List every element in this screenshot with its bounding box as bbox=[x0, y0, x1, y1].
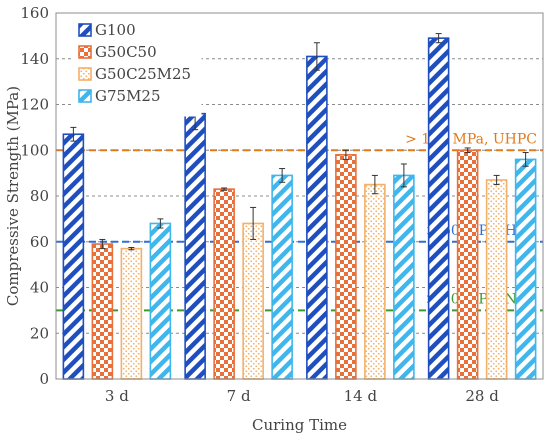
reference-line-label: > 60 MPa, HPC bbox=[426, 223, 537, 239]
bar bbox=[364, 183, 386, 380]
y-tick-label: 140 bbox=[20, 50, 49, 68]
reference-line-label: > 30 MPa, NSC bbox=[426, 291, 537, 307]
legend-box: G100 G50C50 G50C25M25 G75M25 bbox=[73, 15, 202, 117]
reference-line-label: > 100 MPa, UHPC bbox=[405, 131, 537, 147]
bar bbox=[456, 149, 479, 380]
legend-label: G50C50 bbox=[95, 43, 157, 61]
legend-swatch bbox=[78, 67, 92, 81]
y-tick-label: 0 bbox=[39, 370, 49, 388]
bar bbox=[393, 174, 415, 380]
bar bbox=[514, 158, 537, 380]
x-tick-label: 3 d bbox=[105, 387, 129, 405]
legend-swatch bbox=[78, 45, 92, 59]
y-tick-label: 60 bbox=[30, 233, 49, 251]
bar bbox=[184, 112, 206, 380]
error-bar bbox=[221, 187, 228, 191]
bar bbox=[335, 154, 357, 380]
bar bbox=[149, 222, 172, 380]
legend-label: G100 bbox=[95, 21, 136, 39]
bar bbox=[91, 243, 114, 380]
bar bbox=[242, 222, 264, 380]
x-tick-label: 28 d bbox=[465, 387, 499, 405]
error-bar bbox=[157, 218, 164, 229]
bar bbox=[62, 133, 85, 380]
bar bbox=[120, 247, 143, 380]
bar bbox=[213, 188, 235, 380]
legend-label: G50C25M25 bbox=[95, 65, 191, 83]
axes: 3 d 7 d 14 d 28 d 0 20 40 60 80 100 120 140 160 Curin… bbox=[4, 4, 544, 434]
error-bar bbox=[99, 238, 106, 250]
legend-swatch bbox=[78, 89, 92, 103]
bar bbox=[271, 174, 293, 380]
error-bar bbox=[313, 42, 320, 71]
y-tick-label: 160 bbox=[20, 4, 49, 22]
legend: G100 G50C50 G50C25M25 G75M25 bbox=[73, 15, 202, 117]
error-bar bbox=[435, 33, 442, 44]
y-axis-title: Compressive Strength (MPa) bbox=[4, 86, 22, 306]
y-tick-label: 80 bbox=[30, 187, 49, 205]
y-tick-label: 20 bbox=[30, 324, 49, 342]
y-tick-label: 120 bbox=[20, 96, 49, 114]
legend-item: G50C50 bbox=[78, 43, 157, 61]
error-bar bbox=[250, 206, 257, 240]
x-tick-label: 7 d bbox=[227, 387, 251, 405]
error-bar bbox=[342, 149, 349, 160]
legend-item: G75M25 bbox=[78, 87, 161, 105]
legend-item: G50C25M25 bbox=[78, 65, 191, 83]
x-axis-title: Curing Time bbox=[252, 416, 347, 434]
legend-item: G100 bbox=[78, 21, 136, 39]
error-bar bbox=[400, 163, 407, 188]
legend-swatch bbox=[78, 23, 92, 37]
error-bar bbox=[493, 174, 500, 186]
x-tick-label: 14 d bbox=[344, 387, 378, 405]
y-tick-label: 100 bbox=[20, 141, 49, 159]
error-bar bbox=[279, 168, 286, 183]
bar bbox=[485, 179, 508, 380]
bar bbox=[427, 37, 450, 380]
error-bar bbox=[371, 174, 378, 195]
plot-frame bbox=[55, 12, 544, 380]
error-bar bbox=[522, 152, 529, 167]
bar bbox=[306, 55, 328, 380]
error-bar bbox=[128, 246, 135, 251]
error-bar bbox=[464, 147, 471, 154]
error-bar bbox=[70, 126, 77, 142]
legend-label: G75M25 bbox=[95, 87, 161, 105]
y-tick-label: 40 bbox=[30, 279, 49, 297]
